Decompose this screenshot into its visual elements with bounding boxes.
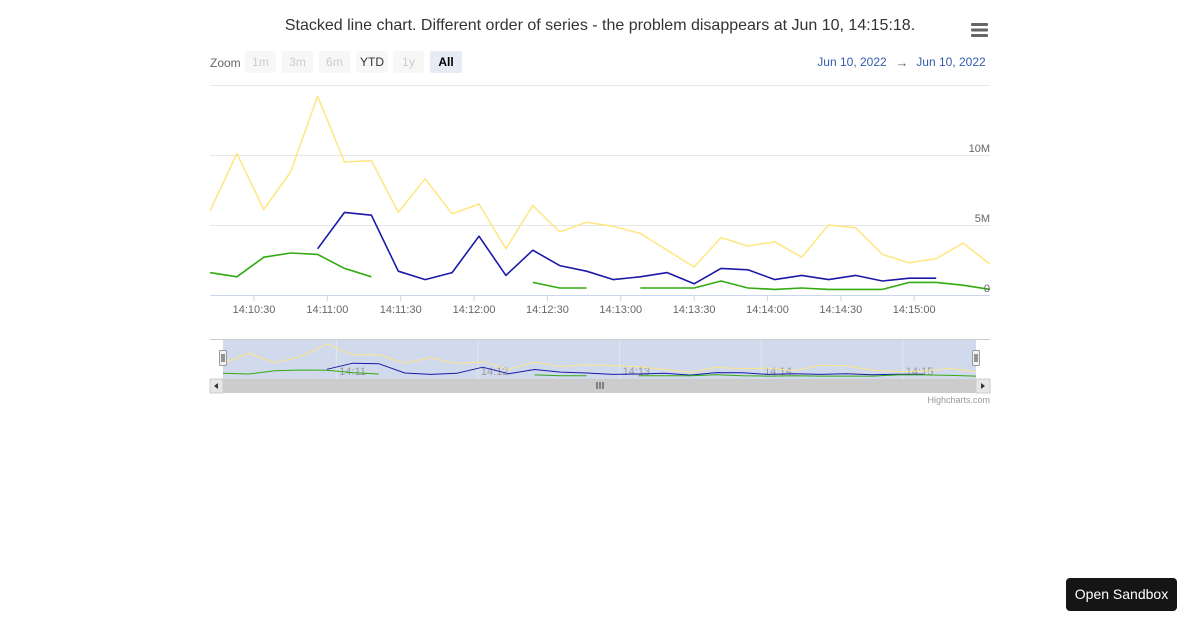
series-green-line[interactable]	[532, 281, 587, 289]
navigator[interactable]: 14:11 14:12 14:13 14:14 14:15	[210, 339, 990, 380]
x-tick-label: 14:13:00	[599, 304, 642, 316]
navigator-left-handle[interactable]	[219, 350, 227, 366]
range-button-6m[interactable]: 6m	[319, 51, 350, 73]
x-axis: 14:10:30 14:11:00 14:11:30 14:12:00 14:12:30…	[233, 295, 936, 316]
x-tick-label: 14:12:00	[453, 304, 496, 316]
navigator-label: 14:15	[906, 366, 934, 378]
zoom-label: Zoom	[210, 56, 241, 70]
x-tick-label: 14:15:00	[893, 304, 936, 316]
series-yellow-navigator-line	[222, 343, 977, 373]
scrollbar-left-button[interactable]	[209, 378, 224, 394]
series-green-navigator-line	[534, 374, 587, 377]
scrollbar[interactable]	[209, 378, 991, 394]
series-green-navigator-line	[638, 374, 977, 377]
series-blue[interactable]	[316, 211, 937, 285]
hamburger-menu-icon[interactable]	[966, 18, 992, 42]
series-blue-line[interactable]	[316, 211, 937, 285]
to-date-input[interactable]: Jun 10, 2022	[916, 55, 986, 69]
series-green-navigator-line	[222, 369, 379, 375]
navigator-label: 14:13	[623, 366, 651, 378]
range-button-1y[interactable]: 1y	[393, 51, 424, 73]
series-yellow[interactable]	[209, 95, 991, 268]
navigator-label: 14:14	[764, 366, 792, 378]
chart-title: Stacked line chart. Different order of s…	[285, 17, 915, 34]
y-tick-label: 10M	[969, 143, 990, 155]
y-tick-label: 5M	[975, 213, 990, 225]
series-green-line[interactable]	[209, 252, 372, 278]
arrow-right-icon	[981, 383, 985, 389]
date-range-arrow: →	[896, 55, 909, 70]
arrow-left-icon	[214, 383, 218, 389]
range-button-label: YTD	[360, 55, 384, 69]
navigator-right-handle[interactable]	[972, 350, 980, 366]
from-date-input[interactable]: Jun 10, 2022	[817, 55, 887, 69]
range-button-label: 3m	[289, 55, 306, 69]
range-selector-buttons: 1m 3m 6m YTD 1y All	[245, 51, 462, 73]
series-green-line[interactable]	[640, 280, 991, 291]
x-tick-label: 14:14:30	[819, 304, 862, 316]
range-button-ytd[interactable]: YTD	[356, 51, 388, 73]
y-tick-label: 0	[984, 283, 990, 295]
x-tick-label: 14:13:30	[673, 304, 716, 316]
range-button-label: 1m	[252, 55, 269, 69]
x-tick-label: 14:12:30	[526, 304, 569, 316]
x-tick-label: 14:11:00	[306, 304, 348, 316]
navigator-label: 14:12	[481, 366, 509, 378]
plot-series	[209, 95, 991, 291]
range-button-label: 1y	[402, 55, 415, 69]
highcharts-credits[interactable]: Highcharts.com	[927, 395, 990, 405]
range-button-label: 6m	[326, 55, 343, 69]
range-button-all[interactable]: All	[430, 51, 462, 73]
range-button-label: All	[438, 55, 453, 69]
series-yellow-line[interactable]	[209, 95, 991, 268]
series-green[interactable]	[209, 252, 991, 291]
series-blue-navigator-line	[326, 362, 925, 376]
scrollbar-right-button[interactable]	[975, 378, 991, 394]
x-tick-label: 14:14:00	[746, 304, 789, 316]
navigator-label: 14:11	[339, 366, 366, 378]
open-sandbox-button[interactable]: Open Sandbox	[1066, 578, 1177, 611]
range-button-1m[interactable]: 1m	[245, 51, 276, 73]
x-tick-label: 14:11:30	[380, 304, 422, 316]
plot-grid	[210, 85, 990, 296]
y-axis: 0 5M 10M	[969, 143, 990, 295]
x-tick-label: 14:10:30	[233, 304, 276, 316]
range-button-3m[interactable]: 3m	[282, 51, 313, 73]
